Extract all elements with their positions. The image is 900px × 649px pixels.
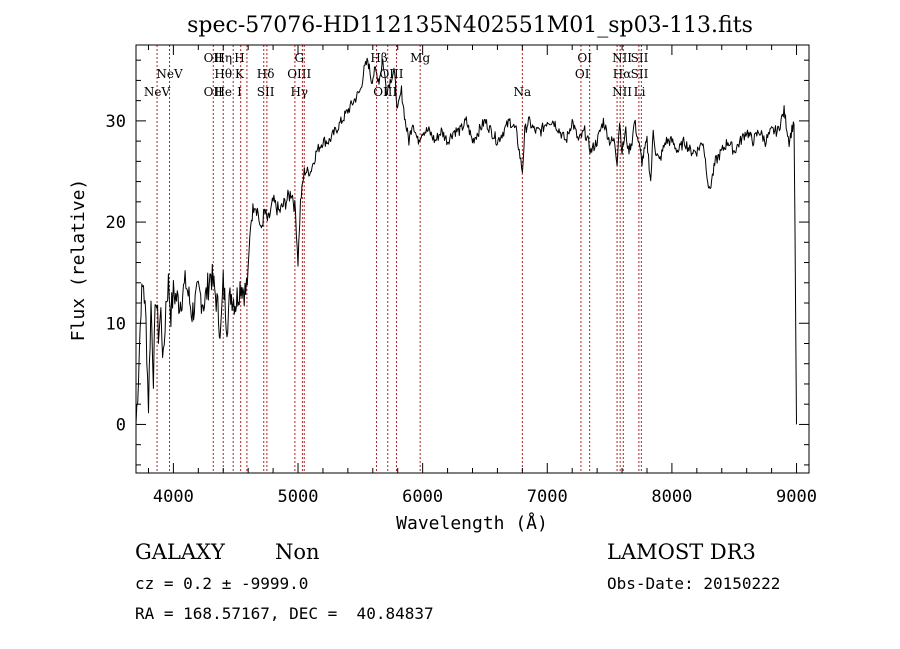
line-label: He xyxy=(214,85,232,99)
x-tick-label: 4000 xyxy=(153,487,194,507)
line-label: Na xyxy=(514,85,532,99)
line-label: OI xyxy=(575,67,590,81)
y-axis: 0 10 20 30 xyxy=(106,59,809,466)
y-axis-label: Flux (relative) xyxy=(68,179,89,342)
y-tick-label: 20 xyxy=(106,213,126,233)
line-label: NeV xyxy=(144,85,171,99)
line-label: OI xyxy=(577,51,592,65)
line-label: Mg xyxy=(410,51,430,65)
line-labels: NeVNeVOIIOIIHηHθHeHKIHδSIIGOIIIHγHβOIIIO… xyxy=(144,51,649,99)
x-tick-label: 9000 xyxy=(776,487,817,507)
y-tick-label: 30 xyxy=(106,112,126,132)
obs-date: Obs-Date: 20150222 xyxy=(607,574,780,593)
survey-name: LAMOST DR3 xyxy=(607,540,756,564)
line-label: Hγ xyxy=(290,85,308,99)
spectrum-series xyxy=(135,57,797,425)
line-label: I xyxy=(237,85,242,99)
chart-title: spec-57076-HD112135N402551M01_sp03-113.f… xyxy=(187,13,753,38)
x-tick-label: 8000 xyxy=(651,487,692,507)
line-label: OII xyxy=(204,85,224,99)
y-tick-label: 0 xyxy=(116,415,126,435)
line-label: Hβ xyxy=(370,51,387,65)
line-label: SII xyxy=(631,51,649,65)
line-label: SII xyxy=(631,67,649,81)
line-label: OIII xyxy=(373,85,397,99)
line-label: Hη xyxy=(214,51,232,65)
plot-frame xyxy=(135,44,810,474)
line-label: H xyxy=(234,51,244,65)
line-label: SII xyxy=(257,85,275,99)
line-label: Hα xyxy=(613,67,632,81)
line-label: Hδ xyxy=(257,67,275,81)
line-label: NeV xyxy=(156,67,183,81)
line-label: K xyxy=(235,67,245,81)
line-markers xyxy=(156,45,642,473)
line-label: OIII xyxy=(287,67,311,81)
line-label: NII xyxy=(612,51,632,65)
x-tick-label: 5000 xyxy=(278,487,319,507)
line-label: NII xyxy=(612,85,632,99)
y-tick-label: 10 xyxy=(106,314,126,334)
x-axis: 4000 5000 6000 7000 8000 9000 xyxy=(147,45,817,507)
object-subclass: Non xyxy=(275,540,320,564)
object-class: GALAXY xyxy=(135,540,226,564)
coordinates: RA = 168.57167, DEC = 40.84837 xyxy=(135,604,434,623)
x-axis-label: Wavelength (Å) xyxy=(396,512,548,534)
line-label: OII xyxy=(204,51,224,65)
spectrum-line xyxy=(135,57,797,425)
line-label: G xyxy=(294,51,304,65)
line-label: Li xyxy=(634,85,646,99)
x-tick-label: 6000 xyxy=(402,487,443,507)
x-tick-label: 7000 xyxy=(527,487,568,507)
line-label: Hθ xyxy=(214,67,232,81)
redshift-text: cz = 0.2 ± -9999.0 xyxy=(135,574,308,593)
